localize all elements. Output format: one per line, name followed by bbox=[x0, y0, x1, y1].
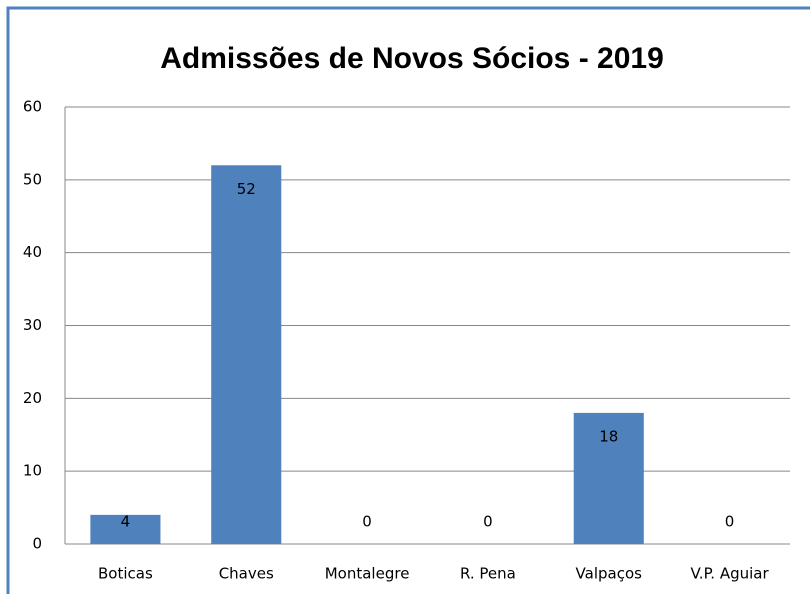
data-label: 52 bbox=[237, 180, 256, 198]
y-tick-label: 30 bbox=[23, 316, 42, 334]
x-tick-label: V.P. Aguiar bbox=[690, 565, 769, 583]
x-tick-label: Valpaços bbox=[576, 565, 643, 583]
y-tick-label: 60 bbox=[23, 98, 42, 116]
bar bbox=[573, 412, 644, 544]
data-label: 4 bbox=[121, 513, 131, 531]
data-label: 18 bbox=[599, 427, 618, 445]
y-tick-label: 40 bbox=[23, 243, 42, 261]
data-label: 0 bbox=[483, 513, 493, 531]
bar bbox=[90, 514, 161, 544]
y-tick-label: 20 bbox=[23, 389, 42, 407]
bar bbox=[211, 165, 282, 544]
y-tick-label: 50 bbox=[23, 170, 42, 188]
data-label: 0 bbox=[362, 513, 372, 531]
y-tick-label: 0 bbox=[32, 535, 42, 553]
x-tick-label: R. Pena bbox=[460, 565, 516, 583]
x-tick-label: Boticas bbox=[98, 565, 153, 583]
x-tick-label: Montalegre bbox=[325, 565, 410, 583]
x-tick-label: Chaves bbox=[219, 565, 274, 583]
data-label: 0 bbox=[725, 513, 735, 531]
chart-title: Admissões de Novos Sócios - 2019 bbox=[160, 42, 664, 75]
chart-frame bbox=[6, 6, 810, 594]
y-tick-label: 10 bbox=[23, 462, 42, 480]
